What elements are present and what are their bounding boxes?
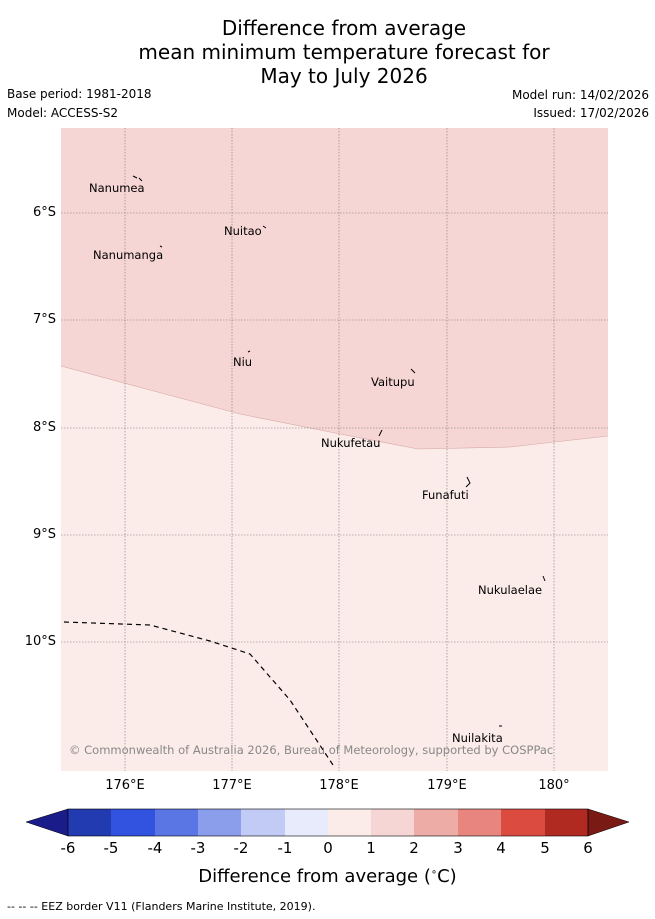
lon-label-179e: 179°E	[427, 778, 467, 793]
base-period: Base period: 1981-2018	[7, 87, 152, 101]
title-line-3: May to July 2026	[260, 64, 428, 88]
colorbar-segment	[328, 809, 372, 836]
colorbar-segment	[458, 809, 502, 836]
island-shape-funafuti	[465, 476, 471, 488]
colorbar-segment	[198, 809, 242, 836]
colorbar-segment	[545, 809, 588, 836]
lon-label-176e: 176°E	[105, 778, 145, 793]
island-label-nukufetau: Nukufetau	[321, 436, 380, 450]
island-shape-nuitao	[262, 225, 267, 229]
lon-label-178e: 178°E	[319, 778, 359, 793]
lon-label-180: 180°	[538, 778, 570, 793]
map-background-zone-0-1	[61, 128, 608, 771]
colorbar-tick: 4	[496, 839, 506, 857]
eez-border	[63, 621, 336, 769]
eez-legend: -- -- -- EEZ border V11 (Flanders Marine…	[7, 900, 316, 913]
colorbar-tick: -1	[277, 839, 293, 857]
colorbar-segment	[371, 809, 415, 836]
island-label-funafuti: Funafuti	[422, 488, 469, 502]
colorbar-segment	[501, 809, 545, 836]
colorbar	[25, 808, 630, 837]
colorbar-tick: -5	[103, 839, 119, 857]
colorbar-segment	[68, 809, 112, 836]
anomaly-zone-1-2	[61, 128, 608, 449]
model-name: Model: ACCESS-S2	[7, 106, 119, 120]
lat-label-7s: 7°S	[32, 312, 56, 327]
island-shape-nukufetau	[378, 429, 383, 437]
colorbar-tick: 1	[366, 839, 376, 857]
colorbar-title-unit: C)	[437, 866, 457, 887]
issued-date: Issued: 17/02/2026	[533, 106, 649, 120]
island-shape-niu	[247, 350, 251, 353]
island-shapes	[132, 175, 546, 727]
colorbar-segment	[414, 809, 458, 836]
copyright-notice: © Commonwealth of Australia 2026, Bureau…	[69, 743, 553, 757]
island-label-nuitao: Nuitao	[224, 224, 262, 238]
lat-label-6s: 6°S	[32, 205, 56, 220]
lon-label-177e: 177°E	[212, 778, 252, 793]
colorbar-segment	[155, 809, 199, 836]
island-label-nuilakita: Nuilakita	[452, 731, 503, 745]
colorbar-outline	[67, 808, 589, 837]
gridlines	[61, 128, 608, 771]
colorbar-segment	[241, 809, 285, 836]
island-label-nukulaelae: Nukulaelae	[478, 583, 542, 597]
zone-boundary	[60, 365, 609, 450]
colorbar-tick: 5	[540, 839, 550, 857]
colorbar-title: Difference from average (∘C)	[0, 866, 655, 887]
lat-label-10s: 10°S	[24, 634, 56, 649]
island-label-vaitupu: Vaitupu	[371, 375, 415, 389]
colorbar-tick: -6	[60, 839, 76, 857]
map-title: Difference from average mean minimum tem…	[0, 16, 655, 88]
colorbar-tick: 0	[323, 839, 333, 857]
colorbar-upper-extension	[587, 808, 630, 837]
colorbar-segment	[111, 809, 155, 836]
lat-label-8s: 8°S	[32, 420, 56, 435]
colorbar-tick: -4	[147, 839, 163, 857]
colorbar-tick: -3	[190, 839, 206, 857]
island-label-nanumea: Nanumea	[89, 181, 145, 195]
island-shape-nukulaelae	[542, 575, 546, 582]
degree-symbol: ∘	[430, 867, 438, 878]
title-line-2: mean minimum temperature forecast for	[138, 40, 550, 64]
colorbar-tick: -2	[233, 839, 249, 857]
title-line-1: Difference from average	[221, 16, 467, 40]
colorbar-tick: 6	[583, 839, 593, 857]
island-label-niu: Niu	[233, 355, 252, 369]
island-shape-nanumea	[132, 175, 143, 182]
colorbar-title-text: Difference from average (	[198, 866, 431, 887]
island-label-nanumanga: Nanumanga	[93, 248, 163, 262]
colorbar-segment	[285, 809, 329, 836]
model-run: Model run: 14/02/2026	[511, 88, 649, 102]
colorbar-tick: 2	[409, 839, 419, 857]
island-shape-vaitupu	[410, 368, 416, 374]
colorbar-lower-extension	[25, 808, 69, 837]
island-shape-nanumanga	[159, 245, 163, 248]
colorbar-tick: 3	[453, 839, 463, 857]
lat-label-9s: 9°S	[32, 527, 56, 542]
